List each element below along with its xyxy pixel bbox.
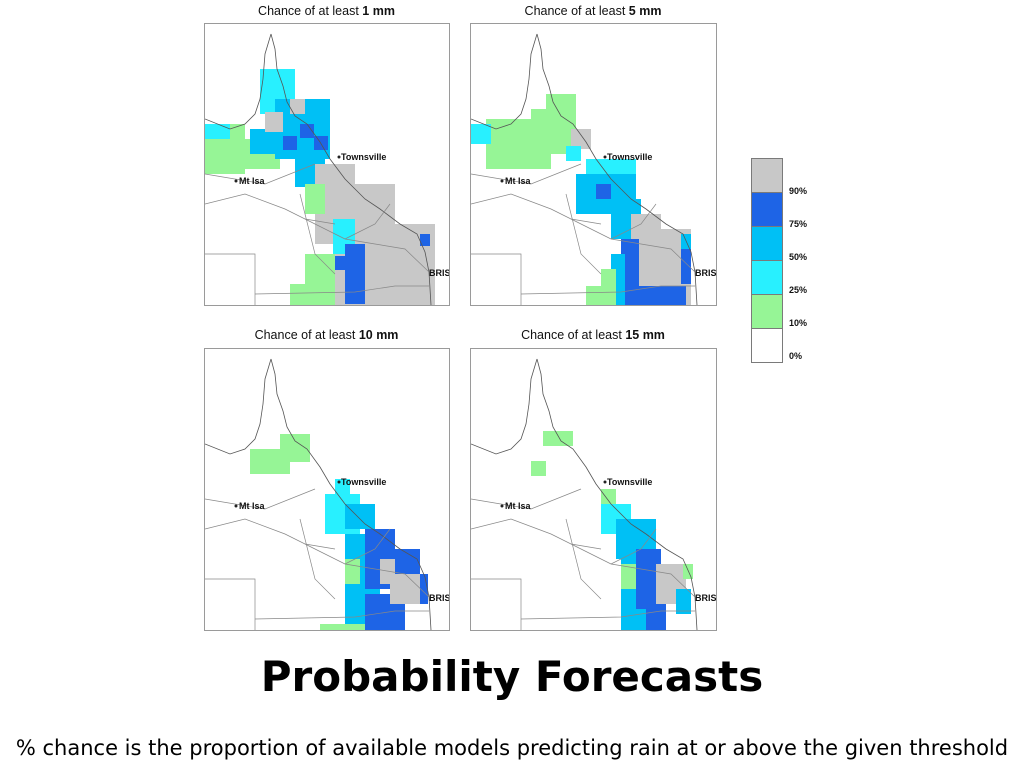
rain-cells bbox=[205, 69, 435, 305]
map-panel-5mm: Townsville Mt Isa BRIS bbox=[470, 23, 717, 306]
place-label-mt-isa: Mt Isa bbox=[505, 176, 532, 186]
map-svg-10mm: Townsville Mt Isa BRIS bbox=[205, 358, 449, 630]
place-label-townsville: Townsville bbox=[341, 477, 386, 487]
place-label-mt-isa: Mt Isa bbox=[239, 176, 266, 186]
map-panel-1mm: Townsville Mt Isa BRIS bbox=[204, 23, 450, 306]
place-label-bris: BRIS bbox=[429, 593, 449, 603]
probability-legend bbox=[751, 158, 783, 363]
legend-swatch-green bbox=[752, 295, 782, 329]
legend-swatch-blue bbox=[752, 227, 782, 261]
state-borders bbox=[205, 488, 430, 630]
panel-title-10mm: Chance of at least 10 mm bbox=[254, 328, 399, 342]
map-svg-5mm: Townsville Mt Isa BRIS bbox=[471, 33, 716, 305]
legend-label-25: 25% bbox=[789, 285, 808, 295]
map-svg-1mm: Townsville Mt Isa BRIS bbox=[205, 33, 449, 305]
map-svg-15mm: Townsville Mt Isa BRIS bbox=[471, 358, 716, 630]
place-label-bris: BRIS bbox=[429, 268, 449, 278]
panel-title-15mm: Chance of at least 15 mm bbox=[521, 328, 665, 342]
coastline bbox=[471, 33, 698, 305]
place-label-bris: BRIS bbox=[695, 268, 716, 278]
state-borders bbox=[471, 488, 696, 630]
legend-label-50: 50% bbox=[789, 252, 808, 262]
state-borders bbox=[471, 163, 696, 305]
legend-swatch-dark-blue bbox=[752, 193, 782, 227]
place-label-bris: BRIS bbox=[695, 593, 716, 603]
place-label-townsville: Townsville bbox=[341, 152, 386, 162]
legend-label-90: 90% bbox=[789, 186, 808, 196]
coastline bbox=[205, 358, 432, 630]
rain-cells bbox=[531, 431, 693, 630]
place-label-mt-isa: Mt Isa bbox=[505, 501, 532, 511]
state-borders bbox=[205, 163, 430, 305]
panel-title-5mm: Chance of at least 5 mm bbox=[524, 4, 662, 18]
place-label-mt-isa: Mt Isa bbox=[239, 501, 266, 511]
panel-title-1mm: Chance of at least 1 mm bbox=[258, 4, 395, 18]
legend-swatch-cyan bbox=[752, 261, 782, 295]
legend-label-75: 75% bbox=[789, 219, 808, 229]
rain-cells bbox=[250, 434, 428, 630]
coastline bbox=[471, 358, 698, 630]
coastline bbox=[205, 33, 432, 305]
legend-swatch-gray bbox=[752, 159, 782, 193]
rain-cells bbox=[471, 94, 691, 305]
place-label-townsville: Townsville bbox=[607, 152, 652, 162]
legend-label-0: 0% bbox=[789, 351, 803, 361]
legend-swatch-white bbox=[752, 329, 782, 362]
legend-label-10: 10% bbox=[789, 318, 808, 328]
map-panel-10mm: Townsville Mt Isa BRIS bbox=[204, 348, 450, 631]
caption: % chance is the proportion of available … bbox=[15, 736, 1009, 760]
page-title: Probability Forecasts bbox=[260, 652, 764, 701]
place-label-townsville: Townsville bbox=[607, 477, 652, 487]
map-panel-15mm: Townsville Mt Isa BRIS bbox=[470, 348, 717, 631]
